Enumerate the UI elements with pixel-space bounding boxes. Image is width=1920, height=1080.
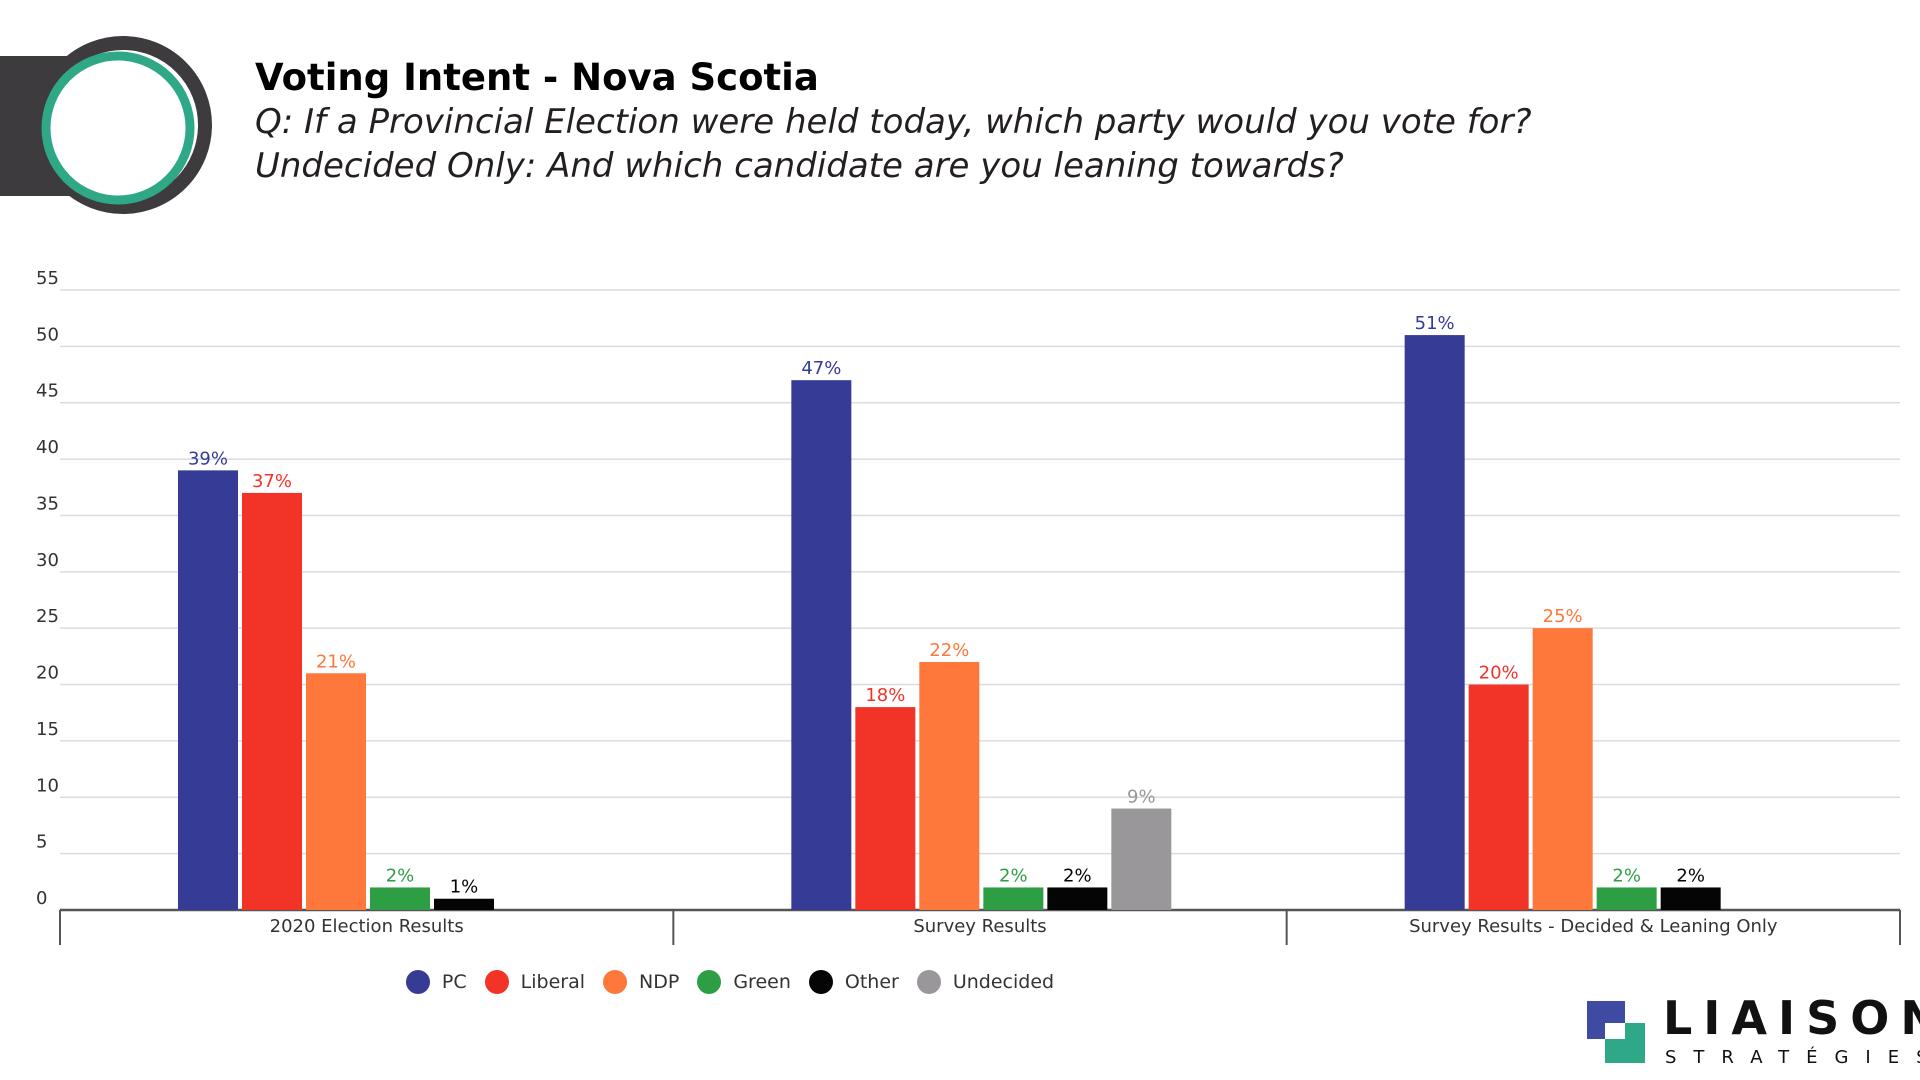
bar-liberal xyxy=(1468,684,1529,910)
legend-item-undecided: Undecided xyxy=(916,970,1055,994)
y-tick-label: 20 xyxy=(36,663,59,684)
category-label: Survey Results - Decided & Leaning Only xyxy=(1409,916,1778,937)
bar-other xyxy=(434,898,494,910)
data-label: 37% xyxy=(252,471,292,492)
y-tick-label: 35 xyxy=(36,493,59,514)
data-label: 47% xyxy=(801,358,841,379)
data-label: 21% xyxy=(316,651,356,672)
bar-green xyxy=(1596,887,1657,910)
legend-item-pc: PC xyxy=(405,970,467,994)
data-label: 20% xyxy=(1479,663,1519,684)
category-label: 2020 Election Results xyxy=(270,916,464,937)
legend-item-liberal: Liberal xyxy=(484,970,586,994)
data-label: 22% xyxy=(929,640,969,661)
bar-ndp xyxy=(919,662,980,910)
logo-subtext: STRATÉGIES xyxy=(1665,1047,1920,1068)
legend-swatch-icon xyxy=(808,970,833,994)
bar-ndp xyxy=(1532,628,1593,910)
y-tick-label: 15 xyxy=(36,719,59,740)
logo-square-overlap xyxy=(1605,1023,1625,1039)
data-label: 18% xyxy=(865,685,905,706)
y-tick-label: 45 xyxy=(36,381,59,402)
y-tick-label: 10 xyxy=(36,775,59,796)
legend-swatch-icon xyxy=(484,970,509,994)
legend-swatch-icon xyxy=(405,970,430,994)
bar-ndp xyxy=(306,673,366,910)
chart-subtitle-question: Q: If a Provincial Election were held to… xyxy=(255,102,1532,142)
y-tick-label: 0 xyxy=(36,888,47,909)
bar-pc xyxy=(1404,335,1465,910)
legend-label: Other xyxy=(844,971,899,993)
y-tick-label: 5 xyxy=(36,832,47,853)
data-label: 2% xyxy=(1063,865,1092,886)
data-label: 25% xyxy=(1543,606,1583,627)
bar-green xyxy=(370,887,430,910)
legend-item-other: Other xyxy=(808,970,899,994)
y-tick-label: 30 xyxy=(36,550,59,571)
data-label: 2% xyxy=(1676,865,1705,886)
bar-chart: 0 5 10 15 20 25 30 35 40 45 50 55 39% 37% 21% 2% 1% 2020 … xyxy=(36,268,1901,945)
bar-green xyxy=(983,887,1044,910)
ring-logo-icon xyxy=(34,36,212,214)
legend-swatch-icon xyxy=(697,970,722,994)
legend-swatch-icon xyxy=(916,970,941,994)
liaison-logo: LIAISON STRATÉGIES xyxy=(1585,991,1920,1070)
bar-other xyxy=(1047,887,1108,910)
legend-label: NDP xyxy=(639,971,680,993)
category-label: Survey Results xyxy=(913,916,1046,937)
logo-wordmark: LIAISON xyxy=(1663,991,1920,1045)
bar-liberal xyxy=(242,492,302,910)
data-label: 9% xyxy=(1127,787,1156,808)
bar-liberal xyxy=(855,707,916,910)
data-label: 2% xyxy=(386,865,415,886)
y-tick-label: 50 xyxy=(36,324,59,345)
data-label: 2% xyxy=(1612,865,1641,886)
legend-label: Green xyxy=(733,971,791,993)
bar-undecided xyxy=(1111,808,1172,910)
bar-pc xyxy=(178,470,238,910)
chart-subtitle-undecided: Undecided Only: And which candidate are … xyxy=(255,146,1344,186)
legend-label: PC xyxy=(441,971,467,993)
data-label: 39% xyxy=(188,448,228,469)
chart-legend: PC Liberal NDP Green Other Undecided xyxy=(0,970,1920,994)
legend-swatch-icon xyxy=(603,970,628,994)
y-tick-label: 55 xyxy=(36,268,59,289)
bar-other xyxy=(1660,887,1721,910)
legend-label: Undecided xyxy=(952,971,1055,993)
data-label: 2% xyxy=(999,865,1028,886)
legend-label: Liberal xyxy=(520,971,586,993)
bar-pc xyxy=(791,380,852,910)
legend-item-green: Green xyxy=(697,970,791,994)
y-tick-label: 25 xyxy=(36,606,59,627)
chart-title: Voting Intent - Nova Scotia xyxy=(255,56,819,99)
legend-item-ndp: NDP xyxy=(603,970,679,994)
data-label: 51% xyxy=(1415,313,1455,334)
y-tick-label: 40 xyxy=(36,437,59,458)
data-label: 1% xyxy=(450,877,479,898)
